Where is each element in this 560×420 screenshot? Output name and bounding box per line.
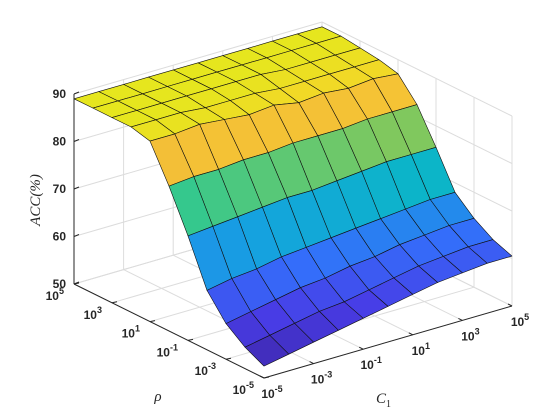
c1-tick-label-base: 10 <box>261 387 275 401</box>
back-grid-z <box>73 21 323 95</box>
z-tick-mark <box>73 91 80 95</box>
side-grid-z <box>321 21 513 117</box>
c1-tick-label-base: 10 <box>461 329 475 343</box>
c1-tick-label: 10-1 <box>361 355 382 372</box>
z-tick-label: 90 <box>53 87 67 101</box>
c1-tick-mark <box>507 303 513 307</box>
c1-tick-mark <box>358 346 364 350</box>
c1-tick-label-base: 10 <box>511 315 525 329</box>
rho-axis-line <box>73 283 265 379</box>
rho-tick-mark <box>187 338 194 341</box>
c1-tick-label-exp: -5 <box>275 384 283 394</box>
rho-tick-mark <box>225 357 232 360</box>
c1-tick-label: 10-5 <box>261 384 282 401</box>
z-tick-mark <box>73 186 80 190</box>
rho-tick-label-base: 10 <box>157 345 171 359</box>
c1-tick-mark <box>408 332 414 336</box>
z-tick-label: 60 <box>53 230 67 244</box>
z-axis-label: ACC(%) <box>28 174 44 227</box>
c1-axis-label-sub: 1 <box>386 399 391 410</box>
rho-tick-label-exp: 3 <box>97 305 102 315</box>
rho-tick-label-exp: -3 <box>208 361 216 371</box>
rho-tick-label-base: 10 <box>122 327 136 341</box>
c1-tick-label-base: 10 <box>412 344 426 358</box>
axis-layer: 506070809010-510-310-110110310510-510-31… <box>46 87 530 401</box>
c1-tick-mark <box>259 375 265 379</box>
rho-tick-label-exp: 1 <box>135 324 140 334</box>
c1-axis-line <box>263 305 513 379</box>
rho-tick-mark <box>149 320 156 323</box>
surface-layer <box>73 26 513 367</box>
c1-tick-label: 103 <box>461 326 479 343</box>
rho-tick-label-exp: 5 <box>59 286 64 296</box>
rho-tick-label-base: 10 <box>46 289 60 303</box>
rho-axis-label: ρ <box>153 389 161 405</box>
c1-tick-label: 10-3 <box>311 370 332 387</box>
surface-patch <box>244 334 290 367</box>
c1-tick-label-exp: 3 <box>475 326 480 336</box>
c1-tick-label-base: 10 <box>311 373 325 387</box>
c1-tick-label: 105 <box>511 312 529 329</box>
rho-tick-label: 10-3 <box>195 361 216 378</box>
rho-tick-label-exp: -1 <box>170 342 178 352</box>
rho-tick-label: 105 <box>46 286 64 303</box>
c1-tick-label-exp: 5 <box>524 312 529 322</box>
rho-tick-mark <box>73 282 80 285</box>
rho-tick-label-base: 10 <box>84 308 98 322</box>
z-tick-label: 70 <box>53 182 67 196</box>
z-tick-label: 50 <box>53 277 67 291</box>
rho-tick-label-base: 10 <box>233 383 247 397</box>
rho-tick-label-exp: -5 <box>246 380 254 390</box>
c1-axis-label-main: C <box>376 391 387 407</box>
c1-tick-label: 101 <box>412 341 430 358</box>
rho-tick-mark <box>111 301 118 304</box>
c1-tick-label-exp: -1 <box>374 355 382 365</box>
c1-axis-label: C1 <box>376 391 391 410</box>
z-tick-label: 80 <box>53 135 67 149</box>
c1-tick-label-exp: -3 <box>324 370 332 380</box>
c1-tick-label-base: 10 <box>361 358 375 372</box>
rho-tick-label: 10-1 <box>157 342 178 359</box>
z-tick-mark <box>73 234 80 237</box>
rho-tick-label: 101 <box>122 324 140 341</box>
c1-tick-label-exp: 1 <box>425 341 430 351</box>
c1-tick-mark <box>309 361 314 365</box>
rho-tick-label-base: 10 <box>195 364 209 378</box>
c1-tick-mark <box>458 317 463 321</box>
rho-tick-mark <box>263 376 270 379</box>
rho-tick-label: 10-5 <box>233 380 254 397</box>
z-tick-mark <box>73 139 80 142</box>
rho-tick-label: 103 <box>84 305 102 322</box>
